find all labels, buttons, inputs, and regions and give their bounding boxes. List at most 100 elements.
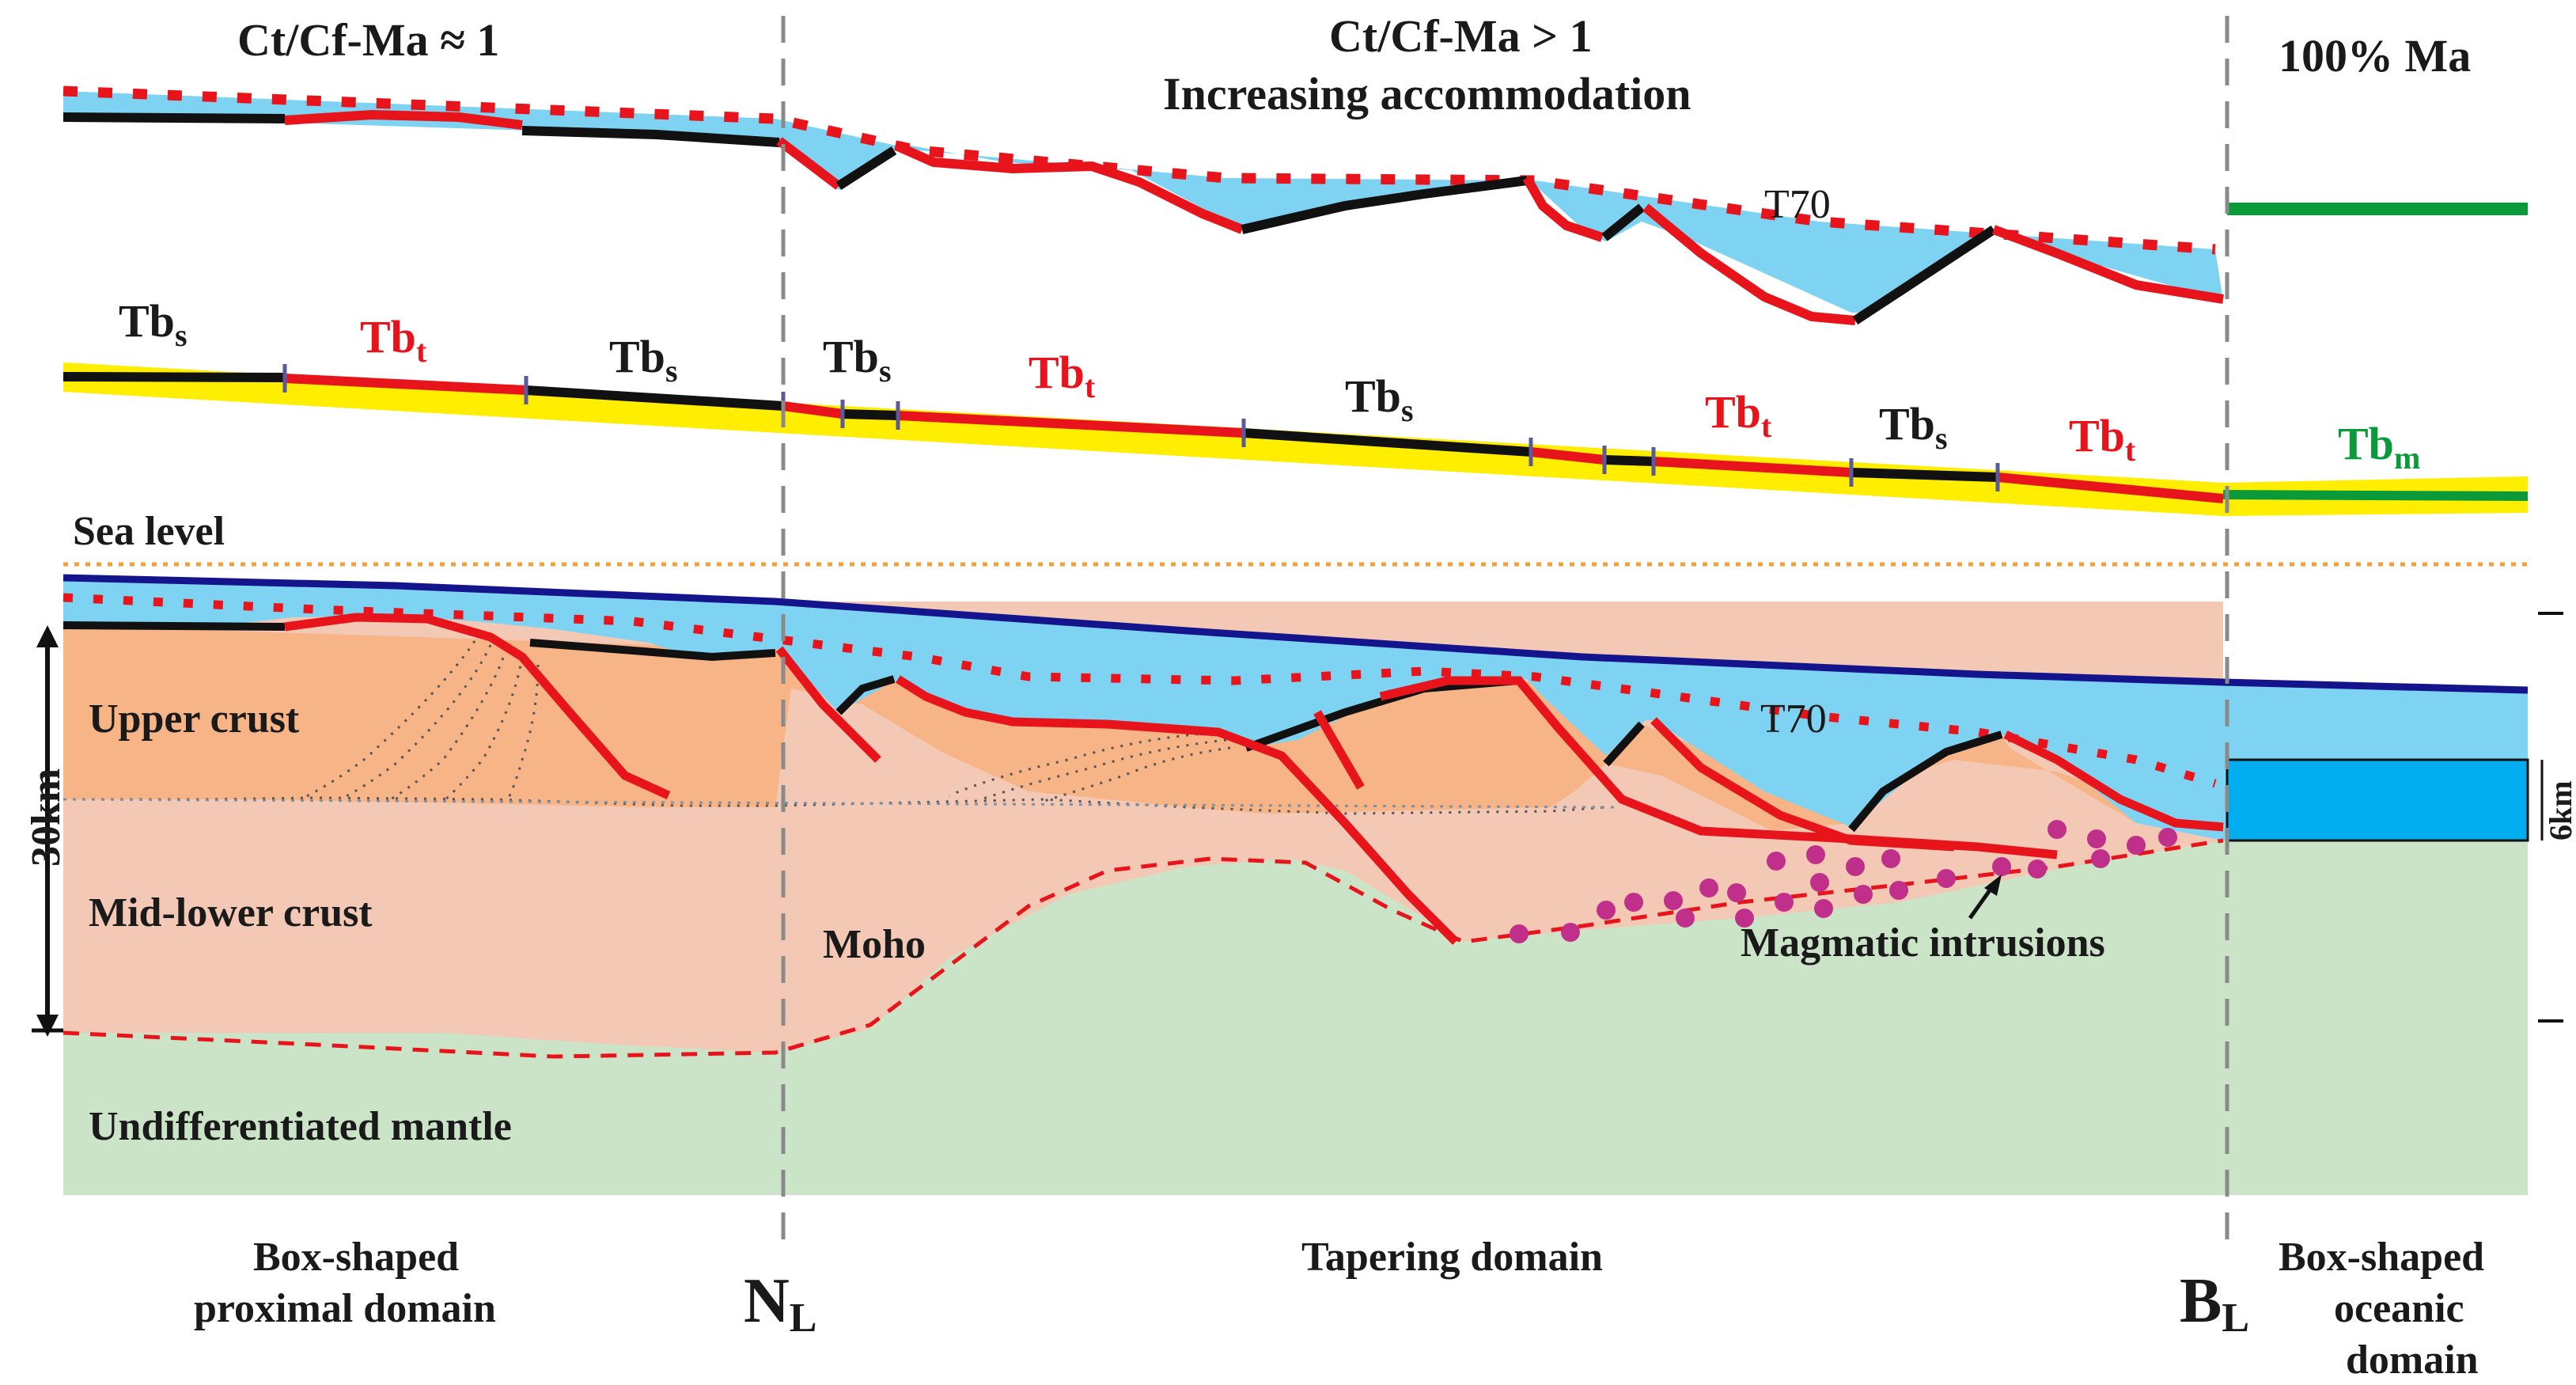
tb-label: Tbt: [1705, 386, 1772, 444]
depth-30km-label: 30km: [24, 768, 69, 867]
tb-tectonic-line: [897, 411, 1244, 438]
sag-base-segment: [1848, 730, 2003, 833]
fault-segment: [776, 137, 842, 190]
fault-segment: [1522, 176, 1604, 242]
header-tapering-1: Ct/Cf-Ma > 1: [1329, 10, 1593, 62]
intrusion-dot: [1881, 849, 1900, 868]
intrusion-dot: [1699, 878, 1718, 897]
accommodation-water-fill: [63, 91, 2223, 313]
sag-base-segment: [1852, 225, 1997, 325]
accommodation-panel: [63, 85, 2528, 325]
sag-base-segment: [1241, 176, 1528, 234]
depth-scale: [32, 612, 2563, 1037]
intrusion-dot: [2028, 859, 2047, 878]
tb-sag-line: [525, 385, 784, 411]
header-proximal: Ct/Cf-Ma ≈ 1: [237, 14, 499, 66]
tb-tectonic-line: [284, 374, 527, 395]
tb-sag-line: [1604, 455, 1654, 466]
tb-label: Tbt: [360, 311, 427, 369]
intrusion-arrow-head: [1984, 875, 2002, 896]
intrusion-dot: [1561, 923, 1580, 942]
intrusion-dot: [1937, 869, 1956, 888]
breakup-label: BL: [2180, 1266, 2249, 1341]
intrusion-dot: [1806, 845, 1825, 864]
domain-proximal-1: Box-shaped: [253, 1235, 459, 1280]
intrusion-dot: [1624, 893, 1643, 912]
tb-sag-line: [1851, 468, 1998, 482]
header-tapering-2: Increasing accommodation: [1163, 68, 1691, 120]
upper-crust-label: Upper crust: [89, 696, 300, 742]
normal-faults: [284, 613, 2224, 945]
tb-magmatic-line: [2222, 490, 2529, 501]
tb-label: Tbm: [2338, 418, 2420, 476]
tectonic-base-segment: [284, 109, 523, 130]
intrusion-dot: [1597, 901, 1616, 920]
header-oceanic: 100% Ma: [2279, 30, 2471, 82]
sag-base-segment: [529, 639, 776, 662]
sag-base-segment: [63, 112, 286, 123]
boundary-band-panel: [63, 362, 2529, 516]
tectonic-base-segment: [1991, 225, 2224, 304]
sag-base-segment: [63, 621, 286, 631]
intrusion-dot: [2127, 836, 2146, 855]
tb-sag-line: [1243, 428, 1532, 457]
tb-label: Tbs: [609, 331, 678, 389]
sea-level-label: Sea level: [73, 509, 225, 554]
tb-tectonic-line: [782, 401, 843, 419]
intrusion-dot: [1854, 885, 1873, 904]
t70-label-bottom: T70: [1760, 696, 1827, 742]
tb-tectonic-line: [1653, 457, 1852, 477]
tb-label: Tbs: [1879, 398, 1948, 456]
sag-base-segment: [835, 146, 897, 191]
sag-base-segment: [835, 675, 896, 715]
t70-label-top: T70: [1764, 182, 1831, 227]
domain-oceanic-3: domain: [2346, 1338, 2479, 1383]
internal-stratification: [63, 640, 1607, 815]
seafloor-line: [63, 574, 2529, 694]
magmatic-intrusions: [1510, 820, 2177, 943]
intrusion-dot: [1664, 891, 1683, 910]
depth-6km-label: 6km: [2543, 780, 2576, 840]
domain-tapering: Tapering domain: [1301, 1235, 1603, 1280]
intrusion-dot: [1735, 909, 1754, 928]
sag-base-segment: [1601, 203, 1645, 241]
crustal-section: [63, 574, 2529, 1195]
intrusion-dot: [1676, 909, 1695, 928]
intrusion-dot: [1889, 881, 1908, 900]
domain-oceanic-2: oceanic: [2334, 1286, 2464, 1331]
tb-label: Tbt: [1029, 347, 1096, 404]
t70-horizon-line: [63, 593, 2217, 788]
tb-label: Tbs: [823, 331, 892, 389]
upper-crust-base: [63, 798, 1615, 809]
intrusion-dot: [1992, 857, 2011, 876]
intrusion-dot: [1810, 873, 1829, 892]
tb-tectonic-line: [1530, 447, 1605, 465]
intrusion-dot: [2158, 828, 2177, 847]
intrusion-dot: [1814, 899, 1833, 918]
intrusion-dot: [1775, 893, 1794, 912]
tb-label: Tbs: [119, 295, 188, 353]
tb-label: Tbs: [1345, 370, 1414, 428]
tectonic-base-segment: [1642, 203, 1856, 325]
intrusion-dot: [1767, 852, 1786, 871]
intrusion-dot: [2087, 829, 2106, 848]
intrusion-dot: [1727, 883, 1746, 902]
necking-label: NL: [744, 1266, 816, 1341]
domain-oceanic-1: Box-shaped: [2279, 1235, 2484, 1280]
tb-sag-line: [842, 409, 899, 420]
intrusions-label: Magmatic intrusions: [1741, 920, 2105, 966]
tb-tectonic-line: [1997, 472, 2224, 503]
mantle-label: Undifferentiated mantle: [89, 1104, 512, 1149]
intrusion-dot: [2091, 849, 2110, 868]
sag-base-segment: [521, 126, 780, 147]
tb-label: Tbt: [2069, 410, 2136, 468]
oceanic-crust-layer: [2226, 758, 2529, 842]
domain-proximal-2: proximal domain: [194, 1286, 496, 1331]
oceanic-accommodation-bar: [2227, 203, 2528, 215]
intrusion-dot: [1510, 924, 1529, 943]
moho-line: [63, 838, 2224, 1059]
tectonic-base-segment: [896, 142, 1244, 234]
sag-base-segment: [1603, 721, 1645, 767]
intrusion-dot: [1846, 857, 1865, 876]
